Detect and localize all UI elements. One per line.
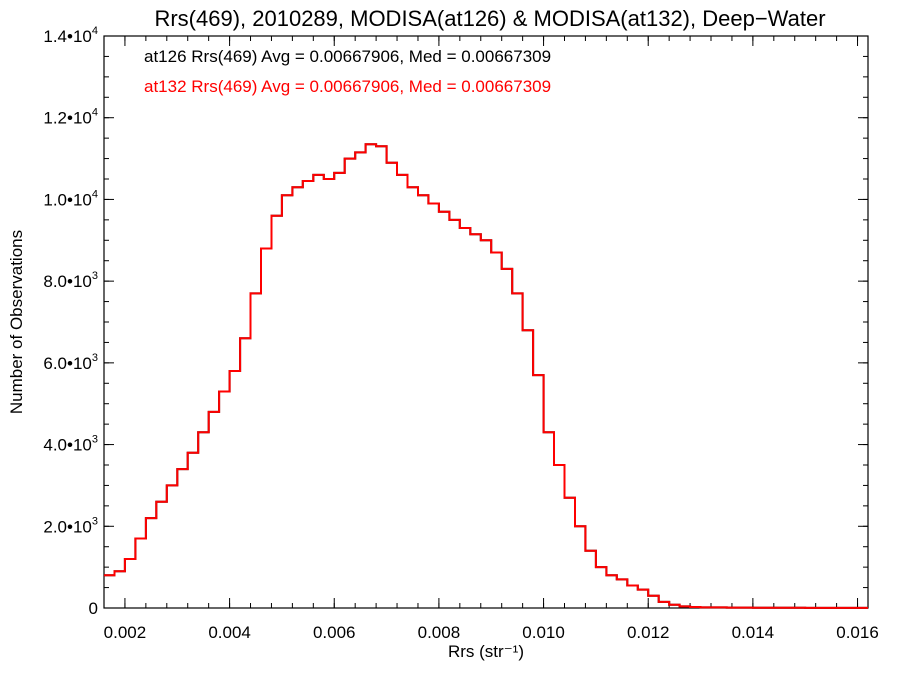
x-axis: 0.002 0.004 0.006 0.008 0.010 0.012 0.014 0.016 <box>103 36 879 642</box>
y-tick-mantissa: 1.4•10 <box>43 27 92 46</box>
y-tick-label: 6.0•103 <box>43 352 98 373</box>
plot-frame <box>103 35 869 609</box>
y-tick-exponent: 3 <box>92 515 98 527</box>
y-tick-exponent: 3 <box>92 352 98 364</box>
x-tick-label: 0.014 <box>732 623 775 642</box>
x-tick-label: 0.012 <box>627 623 670 642</box>
y-tick-mantissa: 6.0•10 <box>43 354 92 373</box>
y-tick-mantissa: 4.0•10 <box>43 436 92 455</box>
y-tick-label: 2.0•103 <box>43 515 98 536</box>
y-tick-mantissa: 0 <box>89 599 98 618</box>
x-tick-label: 0.002 <box>104 623 147 642</box>
y-tick-exponent: 4 <box>92 107 98 119</box>
chart-title: Rrs(469), 2010289, MODISA(at126) & MODIS… <box>154 6 825 31</box>
y-axis: 02.0•1034.0•1036.0•1038.0•1031.0•1041.2•… <box>43 25 868 618</box>
y-tick-label: 1.4•104 <box>43 25 98 46</box>
annotation-at126: at126 Rrs(469) Avg = 0.00667906, Med = 0… <box>144 47 551 66</box>
y-tick-label: 0 <box>89 599 98 618</box>
series-at126-line <box>104 143 868 609</box>
x-tick-label: 0.010 <box>522 623 565 642</box>
y-tick-label: 1.2•104 <box>43 107 98 128</box>
y-tick-mantissa: 1.2•10 <box>43 109 92 128</box>
series-at132-line <box>104 143 868 609</box>
y-tick-mantissa: 1.0•10 <box>43 190 92 209</box>
x-tick-label: 0.006 <box>313 623 356 642</box>
x-tick-label: 0.016 <box>836 623 879 642</box>
y-tick-mantissa: 2.0•10 <box>43 517 92 536</box>
y-tick-label: 8.0•103 <box>43 270 98 291</box>
x-tick-label: 0.004 <box>208 623 251 642</box>
y-tick-exponent: 3 <box>92 434 98 446</box>
y-tick-label: 1.0•104 <box>43 188 98 209</box>
y-tick-exponent: 4 <box>92 25 98 37</box>
y-tick-exponent: 3 <box>92 270 98 282</box>
y-tick-mantissa: 8.0•10 <box>43 272 92 291</box>
annotation-at132: at132 Rrs(469) Avg = 0.00667906, Med = 0… <box>144 77 551 96</box>
x-tick-label: 0.008 <box>418 623 461 642</box>
x-axis-label: Rrs (str⁻¹) <box>448 642 524 661</box>
series-layer <box>104 143 868 609</box>
y-tick-exponent: 4 <box>92 188 98 200</box>
y-axis-label: Number of Observations <box>7 230 26 414</box>
y-tick-label: 4.0•103 <box>43 434 98 455</box>
